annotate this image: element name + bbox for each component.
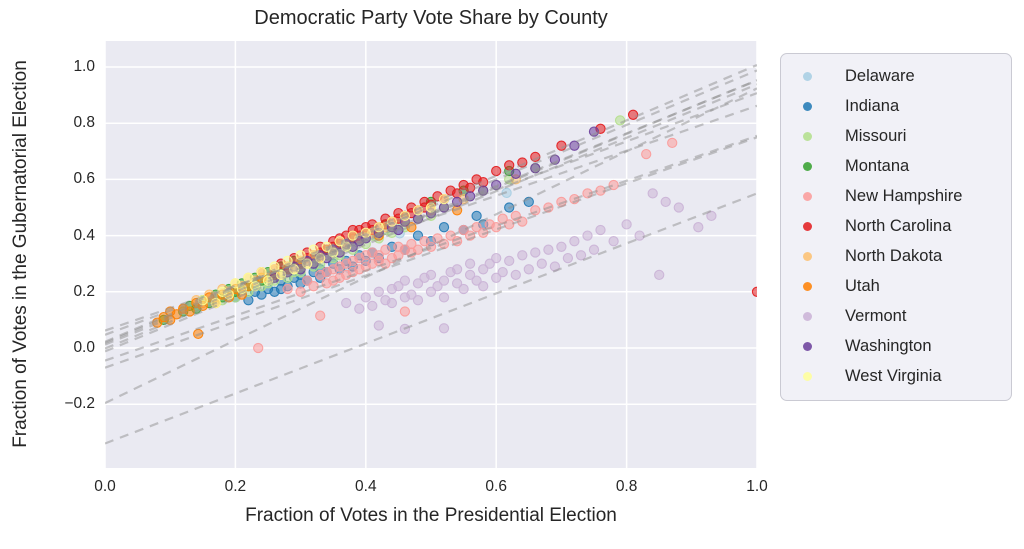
legend-item: Indiana: [781, 91, 1011, 121]
series-utah: [152, 205, 463, 340]
legend-item: Washington: [781, 331, 1011, 361]
trend-line-north-dakota: [105, 92, 757, 336]
legend-item: Montana: [781, 151, 1011, 181]
y-tick-label: 0.4: [73, 226, 95, 244]
trend-lines: [105, 63, 757, 445]
x-axis-label: Fraction of Votes in the Presidential El…: [245, 505, 617, 526]
y-tick-label: 1.0: [73, 58, 95, 75]
legend-item: West Virginia: [781, 361, 1011, 391]
legend-item: Vermont: [781, 301, 1011, 331]
y-tick-label: 0.2: [73, 282, 95, 300]
legend-swatch-icon: [803, 131, 812, 141]
trend-line-vermont: [105, 192, 757, 445]
legend-swatch-icon: [803, 71, 812, 81]
y-tick-label: 0.8: [73, 114, 95, 132]
legend-swatch-icon: [803, 311, 812, 321]
series-new-hampshire: [253, 137, 678, 354]
legend-label: West Virginia: [845, 366, 942, 385]
trend-line-washington: [105, 79, 757, 350]
x-tick-label: 0.8: [615, 478, 638, 495]
legend-swatch-icon: [803, 281, 812, 291]
trend-line-west-virginia: [105, 79, 757, 346]
legend-item: North Dakota: [781, 241, 1011, 271]
legend: Delaware Indiana Missouri Montana New Hampsh…: [780, 53, 1012, 401]
trend-line-indiana: [105, 134, 757, 362]
legend-swatch-icon: [803, 101, 812, 111]
legend-swatch-icon: [803, 221, 812, 231]
series-vermont: [341, 188, 717, 335]
trend-line-new-hampshire: [105, 136, 757, 369]
trend-line-delaware: [105, 87, 757, 405]
y-axis-label: Fraction of Votes in the Gubernatorial E…: [10, 60, 31, 448]
legend-label: Montana: [845, 156, 910, 175]
legend-item: North Carolina: [781, 211, 1011, 241]
legend-item: Missouri: [781, 121, 1011, 151]
trend-line-north-carolina: [105, 63, 757, 343]
legend-label: Utah: [845, 276, 880, 295]
x-tick-label: 1.0: [746, 478, 768, 495]
plot-area: [105, 41, 757, 468]
legend-label: North Carolina: [845, 216, 952, 235]
legend-swatch-icon: [803, 371, 812, 381]
legend-swatch-icon: [803, 191, 812, 201]
legend-item: New Hampshire: [781, 181, 1011, 211]
x-tick-label: 0.6: [485, 478, 507, 495]
legend-label: Missouri: [845, 126, 907, 145]
y-tick-label: −0.2: [64, 395, 95, 413]
scatter-canvas: [105, 41, 757, 468]
gridlines: [105, 41, 757, 468]
legend-item: Utah: [781, 271, 1011, 301]
y-tick-label: 0.0: [73, 339, 95, 356]
chart-title: Democratic Party Vote Share by County: [254, 7, 608, 29]
legend-swatch-icon: [803, 161, 812, 171]
legend-swatch-icon: [803, 341, 812, 351]
x-tick-label: 0.4: [355, 478, 377, 495]
legend-item: Delaware: [781, 61, 1011, 91]
legend-label: New Hampshire: [845, 186, 963, 205]
legend-label: Indiana: [845, 96, 900, 115]
legend-swatch-icon: [803, 251, 812, 261]
legend-label: Washington: [845, 336, 932, 355]
trend-line-utah: [105, 104, 757, 332]
trend-line-montana: [105, 69, 757, 344]
legend-label: North Dakota: [845, 246, 943, 265]
scatter-points: [152, 109, 757, 354]
x-tick-label: 0.2: [224, 478, 247, 495]
y-tick-label: 0.6: [73, 170, 95, 188]
legend-label: Vermont: [845, 306, 907, 325]
x-tick-label: 0.0: [94, 478, 116, 495]
legend-label: Delaware: [845, 66, 915, 85]
